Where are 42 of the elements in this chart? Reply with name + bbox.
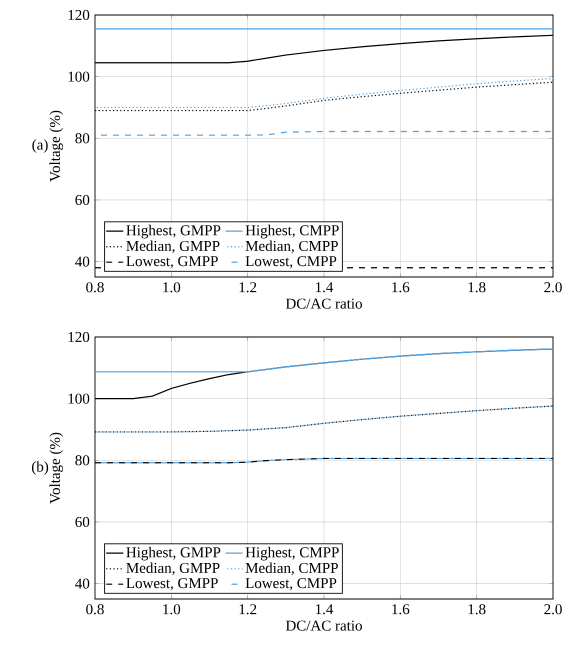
x-axis-title: DC/AC ratio <box>286 620 362 631</box>
y-tick-label: 40 <box>75 578 90 589</box>
y-tick-label: 60 <box>75 516 90 527</box>
y-tick-label: 100 <box>68 72 90 82</box>
y-tick-label: 100 <box>68 394 90 404</box>
x-tick-label: 1.6 <box>392 282 410 292</box>
legend-label: Lowest, CMPP <box>246 256 336 268</box>
text: (a) <box>32 139 48 153</box>
x-tick-label: 1.8 <box>468 282 486 292</box>
legend-label: Highest, CMPP <box>246 546 339 560</box>
y-tick-label: 80 <box>75 133 90 144</box>
legend-label: Highest, GMPP <box>126 224 220 238</box>
x-tick-label: 1.4 <box>316 282 334 292</box>
legend-label: Median, GMPP <box>126 240 220 254</box>
x-tick-label: 1.0 <box>163 282 180 292</box>
x-tick-label: 1.6 <box>392 604 410 614</box>
x-tick-label: 0.8 <box>86 282 104 292</box>
x-tick-label: 1.2 <box>240 282 256 292</box>
x-tick-label: 1.8 <box>468 604 486 614</box>
x-tick-label: 1.0 <box>163 604 180 614</box>
y-tick-label: 120 <box>68 10 90 20</box>
legend-label: Lowest, GMPP <box>126 578 218 590</box>
x-tick-label: 1.2 <box>240 604 256 614</box>
y-axis-title: Voltage (%) <box>49 432 64 504</box>
x-tick-label: 1.4 <box>316 604 334 614</box>
y-tick-label: 60 <box>75 194 90 205</box>
legend-label: Lowest, CMPP <box>246 578 336 590</box>
x-tick-label: 2.0 <box>544 604 562 614</box>
legend-label: Highest, GMPP <box>126 546 220 560</box>
x-tick-label: 0.8 <box>86 604 104 614</box>
x-axis-title: DC/AC ratio <box>286 298 362 309</box>
y-tick-label: 80 <box>75 455 90 466</box>
legend-label: Median, CMPP <box>246 562 338 576</box>
text: (b) <box>32 461 48 475</box>
legend-label: Median, CMPP <box>246 240 338 254</box>
legend-label: Highest, CMPP <box>246 224 339 238</box>
legend-label: Median, GMPP <box>126 562 220 576</box>
y-tick-label: 40 <box>75 256 90 267</box>
y-axis-title: Voltage (%) <box>49 110 64 182</box>
legend-label: Lowest, GMPP <box>126 256 218 268</box>
x-tick-label: 2.0 <box>544 282 562 292</box>
y-tick-label: 120 <box>68 332 90 342</box>
